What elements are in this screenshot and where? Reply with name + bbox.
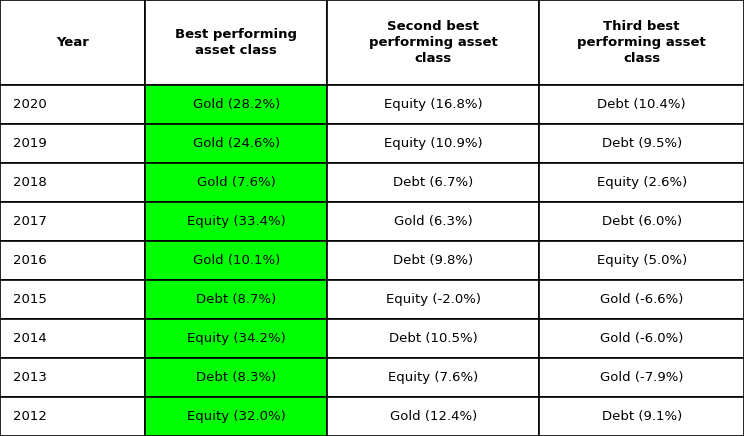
Text: Gold (-7.9%): Gold (-7.9%)	[600, 371, 684, 384]
Bar	[539, 319, 744, 358]
Text: Gold (12.4%): Gold (12.4%)	[390, 410, 477, 423]
Bar	[327, 280, 539, 319]
Bar	[145, 319, 327, 358]
Text: Gold (7.6%): Gold (7.6%)	[197, 176, 275, 189]
Text: Best performing
asset class: Best performing asset class	[176, 28, 297, 57]
Bar	[0, 397, 145, 436]
Bar	[327, 241, 539, 280]
Bar	[539, 241, 744, 280]
Text: Gold (24.6%): Gold (24.6%)	[193, 137, 280, 150]
Text: Debt (9.5%): Debt (9.5%)	[602, 137, 682, 150]
Text: Equity (34.2%): Equity (34.2%)	[187, 332, 286, 345]
Bar	[539, 85, 744, 124]
Bar	[327, 319, 539, 358]
Bar	[327, 163, 539, 202]
Text: Debt (9.8%): Debt (9.8%)	[394, 254, 473, 267]
Bar	[145, 358, 327, 397]
Text: Equity (2.6%): Equity (2.6%)	[597, 176, 687, 189]
Text: 2017: 2017	[13, 215, 48, 228]
Text: Equity (32.0%): Equity (32.0%)	[187, 410, 286, 423]
Bar	[145, 241, 327, 280]
Bar	[0, 358, 145, 397]
Text: 2012: 2012	[13, 410, 48, 423]
Bar	[539, 163, 744, 202]
Text: Gold (-6.0%): Gold (-6.0%)	[600, 332, 684, 345]
Text: 2014: 2014	[13, 332, 47, 345]
Text: 2016: 2016	[13, 254, 47, 267]
Bar	[0, 280, 145, 319]
Bar	[0, 0, 145, 85]
Bar	[145, 280, 327, 319]
Text: 2015: 2015	[13, 293, 48, 306]
Text: Debt (9.1%): Debt (9.1%)	[602, 410, 682, 423]
Bar	[0, 241, 145, 280]
Text: 2019: 2019	[13, 137, 47, 150]
Text: Debt (10.4%): Debt (10.4%)	[597, 98, 686, 111]
Text: Debt (8.7%): Debt (8.7%)	[196, 293, 276, 306]
Bar	[145, 163, 327, 202]
Text: Third best
performing asset
class: Third best performing asset class	[577, 20, 706, 65]
Text: Equity (7.6%): Equity (7.6%)	[388, 371, 478, 384]
Text: Gold (6.3%): Gold (6.3%)	[394, 215, 472, 228]
Bar	[145, 85, 327, 124]
Text: Debt (10.5%): Debt (10.5%)	[389, 332, 478, 345]
Bar	[0, 319, 145, 358]
Text: Gold (-6.6%): Gold (-6.6%)	[600, 293, 684, 306]
Text: Debt (8.3%): Debt (8.3%)	[196, 371, 276, 384]
Bar	[539, 202, 744, 241]
Bar	[539, 397, 744, 436]
Bar	[539, 0, 744, 85]
Bar	[145, 202, 327, 241]
Text: Equity (10.9%): Equity (10.9%)	[384, 137, 483, 150]
Text: Equity (-2.0%): Equity (-2.0%)	[386, 293, 481, 306]
Bar	[539, 280, 744, 319]
Text: Equity (33.4%): Equity (33.4%)	[187, 215, 286, 228]
Bar	[327, 202, 539, 241]
Text: Second best
performing asset
class: Second best performing asset class	[369, 20, 498, 65]
Text: Equity (5.0%): Equity (5.0%)	[597, 254, 687, 267]
Bar	[0, 85, 145, 124]
Text: Gold (28.2%): Gold (28.2%)	[193, 98, 280, 111]
Text: 2018: 2018	[13, 176, 47, 189]
Bar	[327, 358, 539, 397]
Bar	[145, 124, 327, 163]
Text: 2020: 2020	[13, 98, 47, 111]
Bar	[0, 202, 145, 241]
Bar	[327, 0, 539, 85]
Bar	[327, 124, 539, 163]
Text: Equity (16.8%): Equity (16.8%)	[384, 98, 483, 111]
Text: Year: Year	[56, 36, 89, 49]
Text: Debt (6.0%): Debt (6.0%)	[602, 215, 682, 228]
Bar	[539, 358, 744, 397]
Bar	[145, 397, 327, 436]
Text: Gold (10.1%): Gold (10.1%)	[193, 254, 280, 267]
Bar	[145, 0, 327, 85]
Bar	[327, 397, 539, 436]
Bar	[327, 85, 539, 124]
Text: 2013: 2013	[13, 371, 48, 384]
Bar	[539, 124, 744, 163]
Bar	[0, 124, 145, 163]
Bar	[0, 163, 145, 202]
Text: Debt (6.7%): Debt (6.7%)	[394, 176, 473, 189]
